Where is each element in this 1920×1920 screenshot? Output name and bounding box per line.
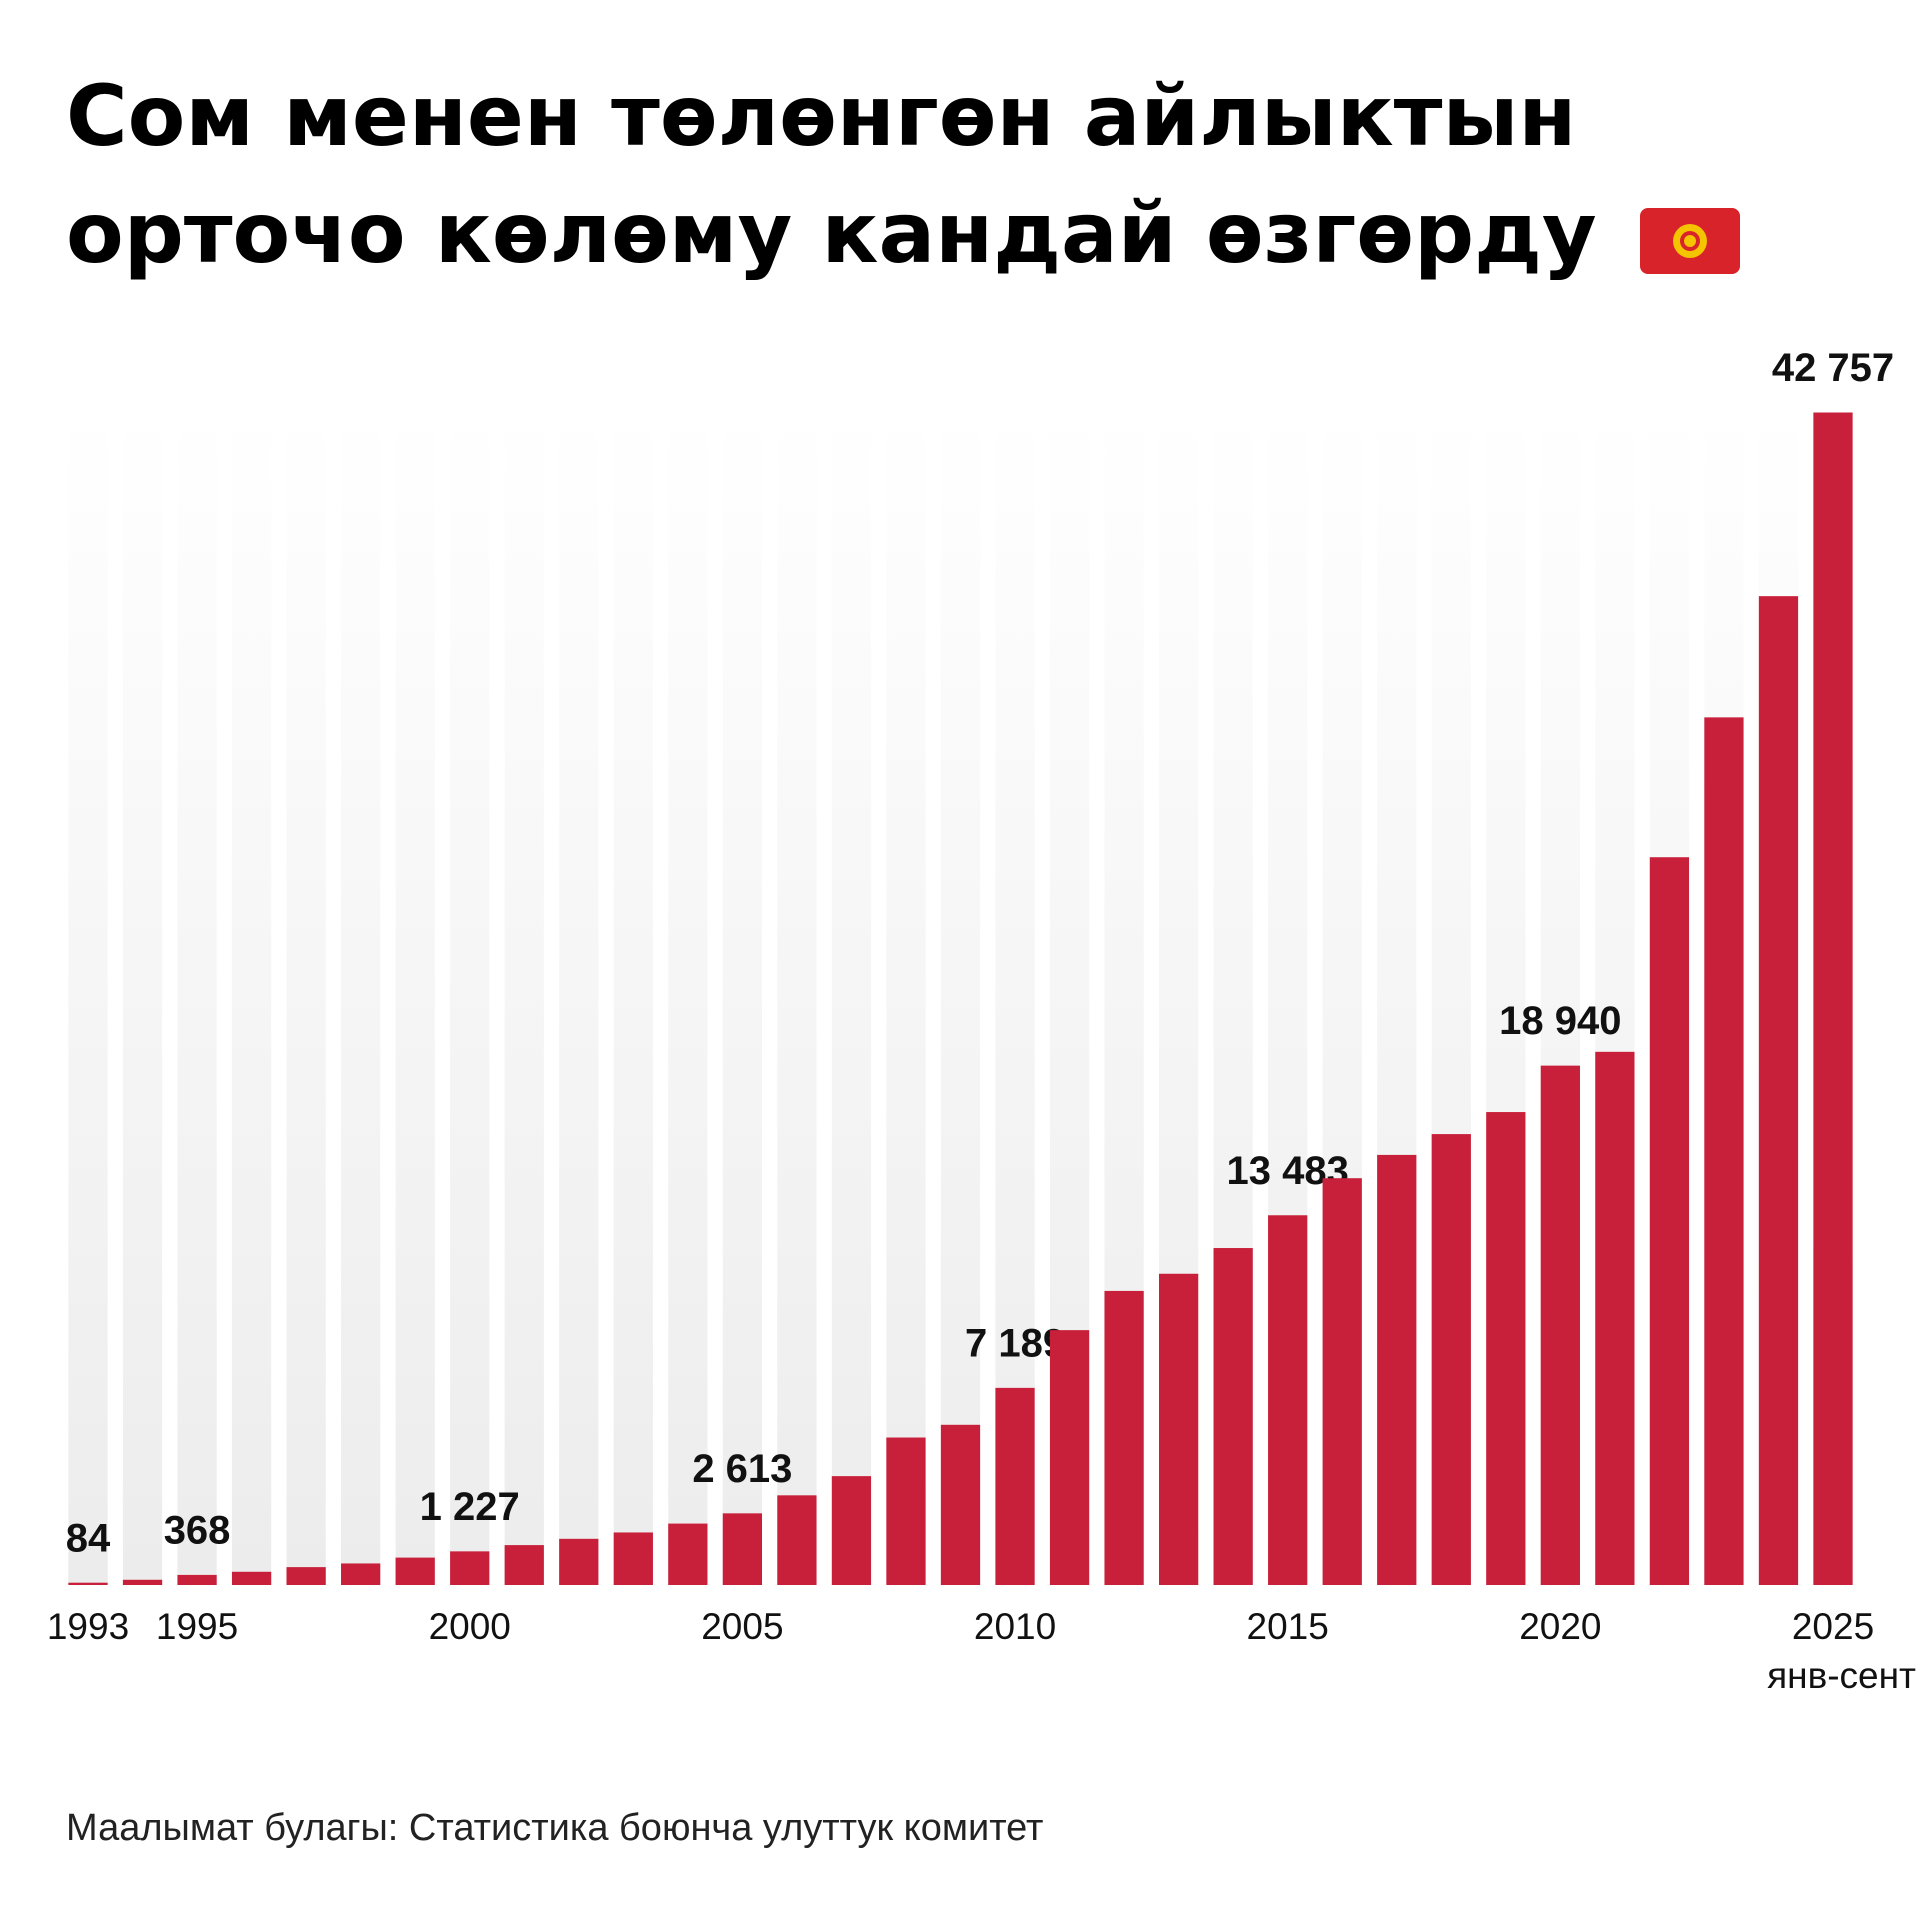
bar [122, 1579, 163, 1585]
bar [1104, 1290, 1144, 1585]
bar [395, 1557, 435, 1585]
bar [1540, 1065, 1580, 1585]
x-tick-label: 2015 [1247, 1606, 1329, 1647]
bar [1158, 1273, 1199, 1585]
bar [1649, 857, 1690, 1585]
column-background [559, 412, 599, 1585]
bar [1049, 1330, 1090, 1585]
x-tick-label: 2005 [701, 1606, 783, 1647]
data-label: 84 [66, 1516, 111, 1560]
bar [231, 1571, 272, 1585]
bar [1268, 1215, 1308, 1585]
x-tick-note: янв-сент [1767, 1655, 1916, 1696]
column-background [886, 412, 926, 1585]
chart-title: орточо көлөму кандай өзгөрду [66, 184, 1597, 282]
bar [1377, 1154, 1417, 1585]
bar [777, 1495, 817, 1585]
bar [668, 1523, 708, 1585]
bar [1704, 717, 1744, 1585]
data-label: 18 940 [1499, 999, 1621, 1043]
x-tick-label: 1993 [47, 1606, 129, 1647]
bar [1813, 412, 1853, 1585]
column-background [940, 412, 981, 1585]
bar [1758, 596, 1799, 1585]
column-background [831, 412, 872, 1585]
bar [613, 1532, 653, 1585]
bar [940, 1424, 981, 1585]
column-background [613, 412, 653, 1585]
x-tick-label: 1995 [156, 1606, 238, 1647]
chart-title: Сом менен төлөнгөн айлыктын [66, 67, 1576, 165]
source: Маалымат булагы: Статистика боюнча улутт… [66, 1807, 1043, 1849]
bar [995, 1387, 1035, 1585]
data-label: 368 [164, 1508, 231, 1552]
column-background [777, 412, 817, 1585]
column-background [395, 412, 435, 1585]
x-tick-label: 2025 [1792, 1606, 1874, 1647]
data-label: 1 227 [420, 1485, 520, 1529]
column-background [231, 412, 272, 1585]
column-background [722, 412, 763, 1585]
bar [1322, 1178, 1362, 1585]
column-background [286, 412, 326, 1585]
column-background [122, 412, 163, 1585]
data-label: 42 757 [1772, 346, 1894, 390]
bar [450, 1551, 490, 1585]
column-background [341, 412, 381, 1585]
x-tick-label: 2010 [974, 1606, 1056, 1647]
column-background [68, 412, 108, 1585]
bar [831, 1476, 872, 1585]
bar [286, 1567, 326, 1585]
column-background [504, 412, 544, 1585]
column-background [450, 412, 490, 1585]
x-tick-label: 2000 [429, 1606, 511, 1647]
data-label: 2 613 [692, 1447, 792, 1491]
bar [177, 1574, 217, 1585]
bar [341, 1563, 381, 1585]
bar [1431, 1134, 1471, 1585]
column-background [668, 412, 708, 1585]
bar [886, 1437, 926, 1585]
bar [559, 1538, 599, 1585]
bar [1486, 1112, 1526, 1585]
bar [504, 1545, 544, 1585]
bar [1213, 1248, 1253, 1585]
flag [1640, 208, 1740, 274]
bar [68, 1582, 108, 1585]
x-tick-label: 2020 [1519, 1606, 1601, 1647]
bar [722, 1513, 763, 1585]
column-background [177, 412, 217, 1585]
data-label: 7 189 [965, 1321, 1065, 1365]
bar [1595, 1051, 1635, 1585]
